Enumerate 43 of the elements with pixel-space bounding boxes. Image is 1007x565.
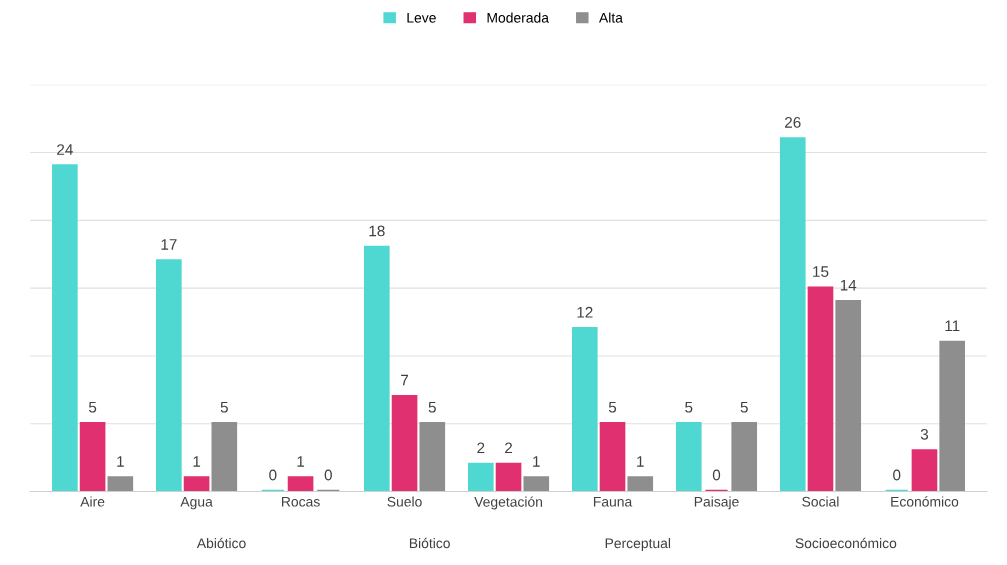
data-label: 24 [57,144,73,155]
x-tick-label: Fauna [593,496,633,507]
data-label: 5 [608,401,617,413]
data-label: 18 [369,225,385,237]
x-tick-label: Paisaje [694,496,739,510]
data-label: 1 [637,456,644,467]
data-label: 5 [220,401,228,413]
x-tick-label: Agua [180,496,213,510]
data-label: 0 [269,469,277,481]
data-label: 14 [840,279,857,291]
data-label: 0 [712,469,721,481]
x-tick-label: Vegetación [474,496,542,510]
text: Abiótico [196,537,246,549]
data-label: 5 [428,401,436,413]
x-tick-label: Suelo [387,496,422,507]
data-label: 1 [193,456,201,467]
data-label: 5 [88,401,97,413]
text: Perceptual [605,537,671,551]
data-label: 1 [117,456,124,467]
data-label: 12 [577,306,593,318]
data-label: 2 [505,442,513,454]
data-label: 11 [945,320,960,332]
data-label: 1 [533,456,540,467]
x-tick-label: Social [802,496,839,507]
data-label: 7 [401,374,409,386]
x-tick-label: Aire [80,496,105,507]
data-label: 26 [785,117,801,128]
data-label: 5 [740,401,748,413]
x-tick-label: Rocas [282,496,320,507]
data-label: 15 [813,266,829,277]
legend-label: Alta [599,12,623,23]
data-label: 17 [161,239,177,250]
text: Socioeconómico [795,537,897,549]
data-label: 3 [920,428,929,440]
data-label: 5 [685,401,693,413]
x-tick-label: Económico [891,496,959,507]
data-label: 2 [477,442,485,454]
data-label: 1 [297,456,305,467]
data-label: 0 [324,469,332,481]
legend-label: Moderada [487,12,549,23]
legend-label: Leve [407,13,436,23]
text: Biótico [409,537,450,549]
data-label: 0 [893,469,901,481]
